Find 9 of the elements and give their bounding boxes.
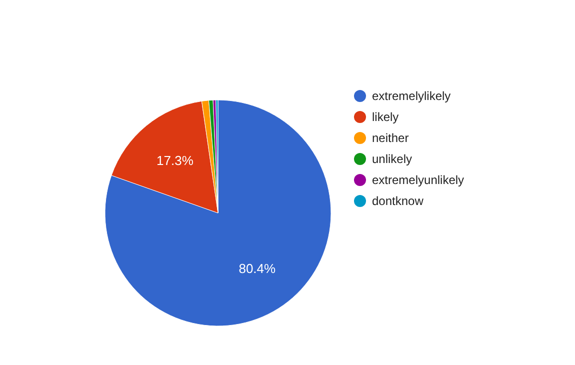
data-label: 80.4%: [238, 260, 276, 276]
legend-label: extremelylikely: [372, 89, 451, 103]
legend-label: extremelyunlikely: [372, 173, 464, 187]
legend-label: neither: [372, 131, 409, 145]
data-label: 17.3%: [156, 153, 194, 168]
legend-label: likely: [372, 110, 399, 124]
pie-slice: [104, 100, 332, 326]
legend-label: dontknow: [372, 194, 424, 208]
legend-label: unlikely: [372, 152, 412, 166]
